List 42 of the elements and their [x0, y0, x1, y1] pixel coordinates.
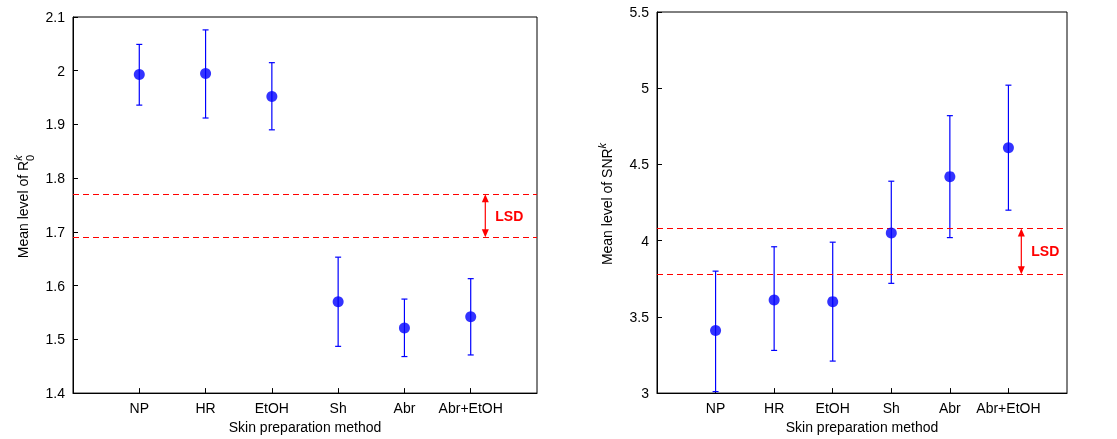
- y-tick-label: 4: [641, 232, 650, 249]
- point: [200, 67, 212, 79]
- point: [827, 296, 839, 308]
- y-tick-label: 1.7: [45, 223, 66, 240]
- y-tick-label: 1.6: [45, 277, 66, 294]
- x-tick-label: Abr: [938, 400, 962, 417]
- y-tick-label: 1.5: [45, 331, 66, 348]
- point: [1002, 142, 1014, 154]
- x-axis-title: Skin preparation method: [228, 419, 382, 435]
- point: [465, 311, 477, 323]
- y-tick-label: 4.5: [629, 156, 650, 173]
- y-tick-label: 5.5: [629, 4, 650, 20]
- x-tick-label: Abr+EtOH: [438, 400, 503, 417]
- point: [885, 227, 897, 239]
- point: [332, 296, 344, 308]
- x-tick-label: NP: [129, 400, 150, 417]
- y-tick-label: 3: [641, 385, 650, 402]
- annotation: LSD: [1031, 243, 1060, 260]
- y-tick-label: 2.1: [45, 9, 66, 25]
- y-tick-label: 3.5: [629, 308, 650, 325]
- y-tick-label: 2: [57, 62, 66, 79]
- x-tick-label: NP: [705, 400, 726, 417]
- x-tick-label: Sh: [329, 400, 347, 417]
- x-tick-label: EtOH: [815, 400, 850, 417]
- x-tick-label: EtOH: [254, 400, 289, 417]
- x-axis-title: Skin preparation method: [785, 419, 939, 435]
- annotation: LSD: [495, 207, 524, 224]
- point: [266, 91, 278, 103]
- point: [398, 322, 410, 334]
- y-tick-label: 1.9: [45, 116, 66, 133]
- x-tick-label: Abr: [393, 400, 416, 417]
- y-tick-label: 5: [641, 80, 650, 97]
- point: [710, 325, 722, 337]
- x-tick-label: HR: [195, 400, 216, 417]
- point: [133, 68, 145, 80]
- x-tick-label: Abr+EtOH: [976, 400, 1041, 417]
- x-tick-label: HR: [764, 400, 785, 417]
- y-tick-label: 1.8: [45, 170, 66, 187]
- x-tick-label: Sh: [882, 400, 900, 417]
- point: [768, 294, 780, 306]
- point: [944, 171, 956, 183]
- y-tick-label: 1.4: [45, 385, 66, 402]
